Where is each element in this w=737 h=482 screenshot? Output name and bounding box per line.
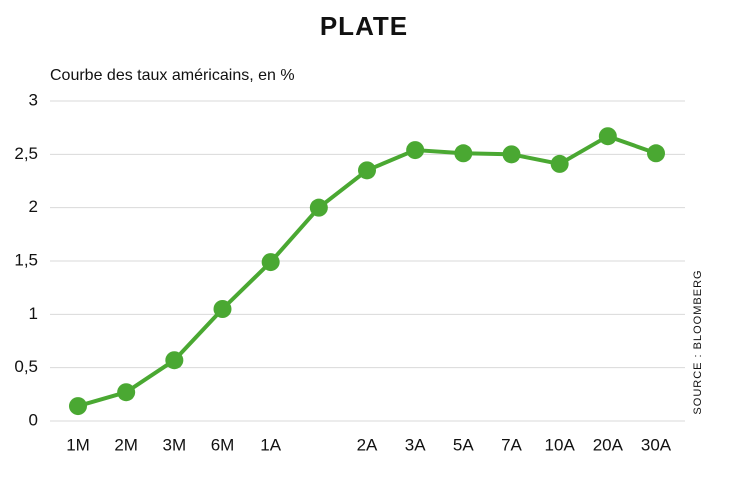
y-tick-label: 1 bbox=[29, 304, 38, 323]
y-tick-label: 2,5 bbox=[14, 144, 38, 163]
x-tick-label: 2M bbox=[114, 435, 138, 454]
x-tick-label: 20A bbox=[593, 435, 624, 454]
point bbox=[406, 141, 425, 160]
y-tick-label: 0,5 bbox=[14, 357, 38, 376]
x-tick-label: 5A bbox=[453, 435, 474, 454]
point bbox=[309, 198, 328, 217]
point bbox=[261, 253, 280, 272]
y-tick-label: 1,5 bbox=[14, 250, 38, 269]
point bbox=[117, 383, 136, 402]
y-tick-label: 3 bbox=[29, 90, 38, 109]
point bbox=[598, 127, 617, 146]
chart-subtitle: Courbe des taux américains, en % bbox=[50, 67, 295, 84]
x-tick-label: 1M bbox=[66, 435, 90, 454]
point bbox=[647, 144, 665, 163]
x-tick-label: 10A bbox=[545, 435, 576, 454]
point bbox=[165, 351, 184, 370]
x-tick-label: 7A bbox=[501, 435, 522, 454]
x-tick-label: 3M bbox=[163, 435, 187, 454]
x-tick-label: 1A bbox=[260, 435, 281, 454]
y-tick-label: 0 bbox=[29, 410, 38, 429]
point bbox=[550, 154, 569, 173]
x-tick-label: 30A bbox=[641, 435, 672, 454]
point bbox=[213, 300, 232, 318]
point bbox=[358, 161, 376, 180]
chart-title: PLATE bbox=[320, 11, 408, 41]
y-tick-label: 2 bbox=[29, 197, 38, 216]
point bbox=[69, 397, 87, 416]
x-tick-label: 6M bbox=[211, 435, 235, 454]
x-tick-label: 3A bbox=[405, 435, 426, 454]
point bbox=[502, 145, 521, 164]
point bbox=[454, 144, 473, 163]
x-tick-label: 2A bbox=[357, 435, 378, 454]
source: SOURCE : BLOOMBERG bbox=[692, 269, 704, 414]
